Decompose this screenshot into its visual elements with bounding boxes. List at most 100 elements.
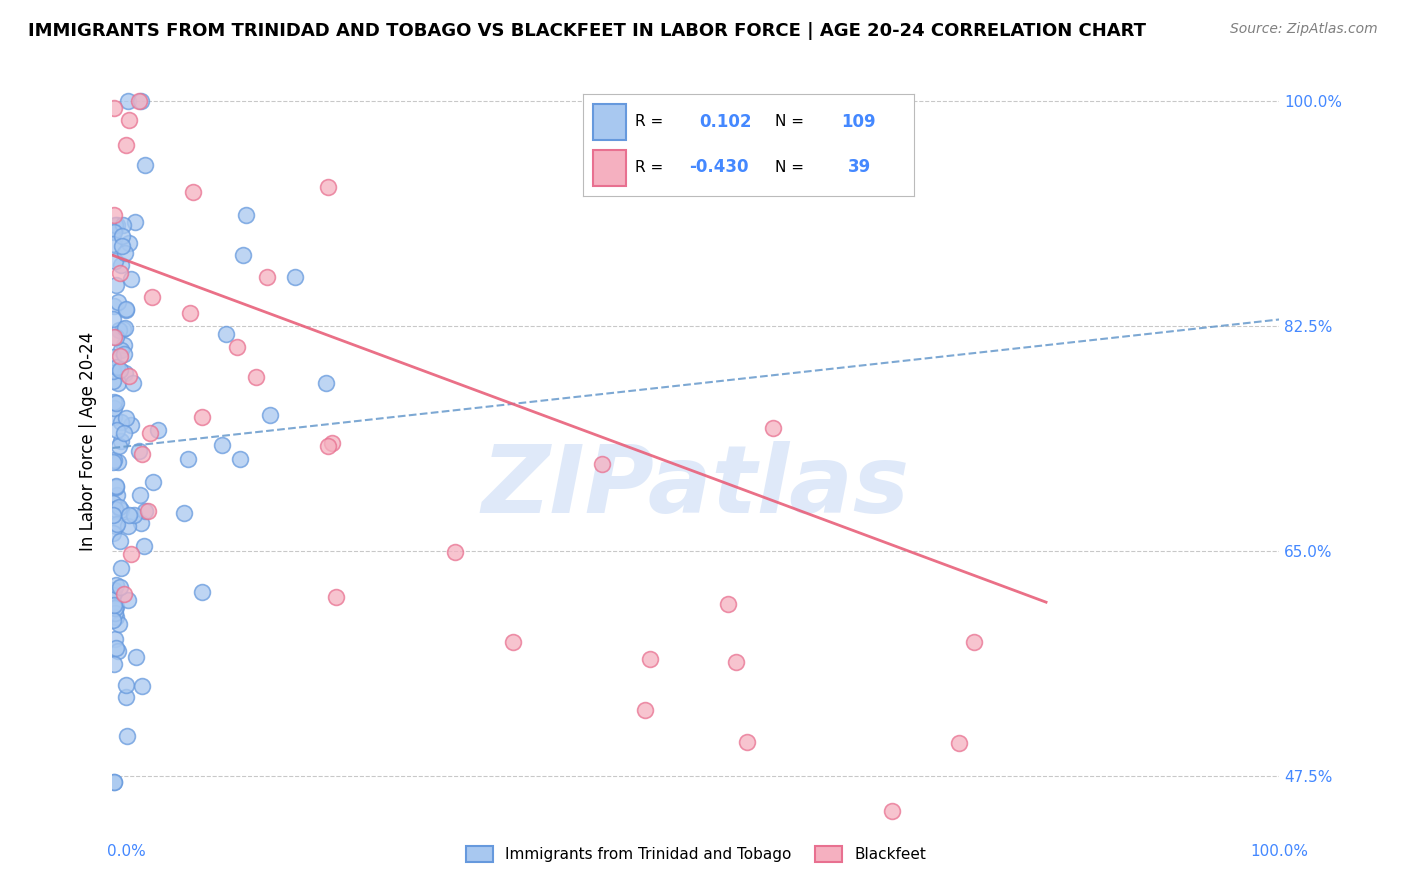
Point bbox=[118, 368, 141, 383]
Point bbox=[104, 481, 127, 495]
Point bbox=[211, 438, 233, 452]
Point bbox=[114, 321, 136, 335]
Point bbox=[107, 644, 129, 658]
Point bbox=[115, 303, 138, 318]
Point bbox=[103, 226, 125, 240]
Point bbox=[115, 411, 138, 425]
Point bbox=[101, 374, 124, 388]
Point bbox=[634, 703, 657, 717]
Point bbox=[103, 410, 125, 425]
Point bbox=[110, 561, 132, 575]
Point bbox=[142, 475, 165, 489]
Point bbox=[735, 735, 758, 749]
Point bbox=[112, 337, 135, 351]
Point bbox=[110, 229, 132, 244]
Point bbox=[118, 113, 141, 128]
Point bbox=[190, 410, 212, 425]
Text: ZIPatlas: ZIPatlas bbox=[482, 441, 910, 533]
Point bbox=[103, 401, 125, 415]
Point bbox=[245, 369, 267, 384]
Point bbox=[502, 635, 524, 649]
Point bbox=[105, 330, 128, 344]
Point bbox=[103, 455, 125, 469]
Point bbox=[108, 500, 131, 514]
Point bbox=[134, 158, 156, 172]
Point bbox=[104, 610, 127, 624]
Point bbox=[114, 246, 136, 260]
Point bbox=[132, 540, 155, 554]
Point bbox=[112, 347, 135, 361]
Point bbox=[129, 516, 152, 530]
Point bbox=[131, 679, 153, 693]
Text: N =: N = bbox=[775, 114, 804, 129]
Point bbox=[105, 479, 128, 493]
Point bbox=[101, 236, 124, 251]
Point bbox=[129, 488, 152, 502]
Point bbox=[103, 775, 125, 789]
Point bbox=[115, 729, 138, 743]
Point bbox=[118, 508, 141, 522]
Point bbox=[638, 652, 661, 666]
Point bbox=[148, 423, 170, 437]
Point bbox=[104, 578, 127, 592]
Point bbox=[110, 502, 132, 516]
Point bbox=[228, 451, 250, 466]
Point bbox=[256, 269, 278, 284]
Point bbox=[591, 457, 613, 471]
Point bbox=[104, 218, 127, 232]
Point bbox=[122, 508, 145, 522]
Point bbox=[103, 208, 125, 222]
Point bbox=[104, 501, 127, 516]
Point bbox=[110, 266, 132, 280]
Point bbox=[882, 804, 904, 818]
Point bbox=[108, 322, 131, 336]
Point bbox=[103, 775, 125, 789]
Y-axis label: In Labor Force | Age 20-24: In Labor Force | Age 20-24 bbox=[79, 332, 97, 551]
Point bbox=[101, 525, 124, 540]
Point bbox=[103, 599, 125, 613]
Point bbox=[103, 330, 125, 344]
Point bbox=[134, 504, 156, 518]
Point bbox=[103, 395, 125, 409]
Point bbox=[131, 446, 153, 460]
Point bbox=[108, 533, 131, 548]
Point bbox=[103, 452, 125, 467]
Point bbox=[120, 548, 142, 562]
Point bbox=[108, 363, 131, 377]
Point bbox=[101, 350, 124, 364]
Text: R =: R = bbox=[634, 160, 664, 175]
Text: 0.102: 0.102 bbox=[699, 113, 752, 131]
Point bbox=[191, 585, 214, 599]
Text: N =: N = bbox=[775, 160, 804, 175]
Point bbox=[259, 408, 281, 422]
Point bbox=[111, 239, 134, 253]
Point bbox=[112, 322, 135, 336]
Point bbox=[115, 138, 138, 153]
Point bbox=[104, 396, 127, 410]
Point bbox=[103, 101, 125, 115]
Point bbox=[179, 306, 201, 320]
Point bbox=[315, 376, 337, 390]
Point bbox=[120, 272, 142, 286]
Point bbox=[136, 504, 159, 518]
Point bbox=[105, 218, 128, 232]
Point bbox=[108, 617, 131, 632]
Point bbox=[105, 641, 128, 656]
Point bbox=[283, 270, 305, 285]
Point bbox=[724, 655, 747, 669]
Point bbox=[107, 455, 129, 469]
Point bbox=[124, 215, 146, 229]
Point bbox=[103, 299, 125, 313]
Point bbox=[112, 586, 135, 600]
Point bbox=[321, 435, 343, 450]
Point bbox=[103, 312, 125, 326]
Point bbox=[110, 258, 132, 272]
Point bbox=[105, 359, 128, 374]
Point bbox=[103, 657, 125, 671]
Point bbox=[104, 600, 127, 615]
FancyBboxPatch shape bbox=[593, 150, 627, 186]
Point bbox=[316, 180, 339, 194]
Point bbox=[108, 439, 131, 453]
Point bbox=[110, 415, 132, 429]
Text: Source: ZipAtlas.com: Source: ZipAtlas.com bbox=[1230, 22, 1378, 37]
